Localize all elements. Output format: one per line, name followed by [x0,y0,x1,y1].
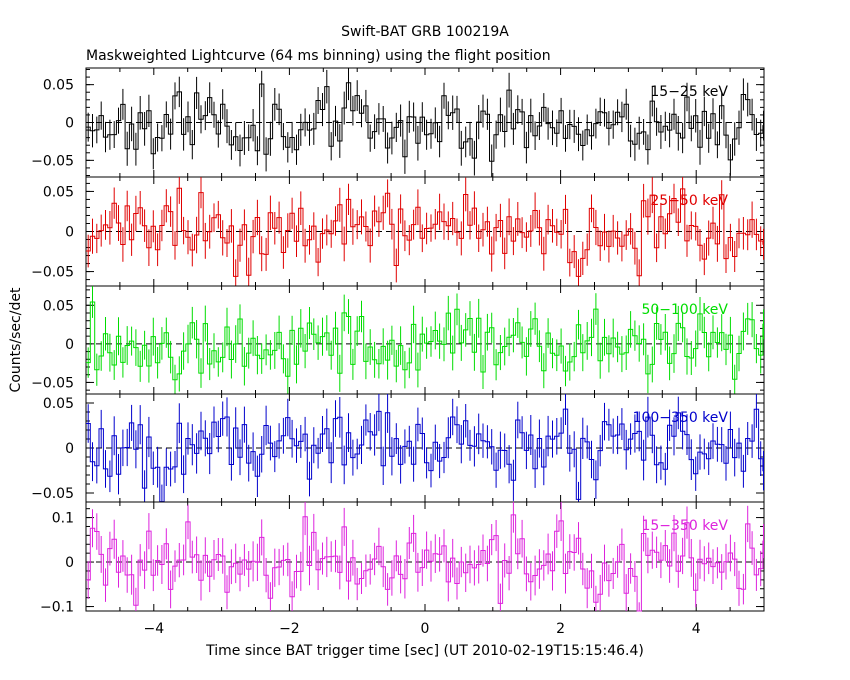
y-axis-label: Counts/sec/det [8,287,24,392]
x-tick-label: 0 [421,621,430,637]
series-label: 25−50 keV [650,193,728,209]
series-label: 50−100 keV [641,302,728,318]
figure-subtitle: Maskweighted Lightcurve (64 ms binning) … [86,48,551,64]
y-tick-label: −0.1 [40,600,74,616]
panel-3: 0.05 0 −0.05 50−100 keV [31,285,765,395]
y-tick-label: 0.05 [43,396,74,412]
panel-5: 0.1 0 −0.1 15−350 keV −4 −2 0 2 4 [40,501,765,637]
x-tick-label: −2 [279,621,300,637]
y-tick-label: −0.05 [31,375,74,391]
y-tick-label: 0 [65,337,74,353]
y-tick-label: −0.05 [31,265,74,281]
y-tick-label: 0 [65,441,74,457]
panel-4: 0.05 0 −0.05 100−350 keV [31,393,765,503]
y-tick-label: 0 [65,555,74,571]
x-tick-label: 2 [556,621,565,637]
series-label: 15−25 keV [650,84,728,100]
y-tick-label: −0.05 [31,153,74,169]
series-line [86,408,764,503]
panel-2: 0.05 0 −0.05 25−50 keV [31,176,765,287]
x-tick-label: −4 [143,621,164,637]
x-tick-label: 4 [692,621,701,637]
series-label: 100−350 keV [633,410,729,426]
y-tick-label: −0.05 [31,486,74,502]
series-line [86,514,764,612]
figure-title: Swift-BAT GRB 100219A [341,24,509,40]
series-line [86,82,764,162]
y-tick-label: 0 [65,225,74,241]
y-tick-label: 0.1 [52,511,74,527]
y-tick-label: 0.05 [43,184,74,200]
y-tick-label: 0.05 [43,298,74,314]
y-tick-label: 0 [65,116,74,132]
series-line [86,187,764,277]
panel-1: 0.05 0 −0.05 15−25 keV [31,67,765,178]
series-label: 15−350 keV [641,518,728,534]
series-line [86,301,764,381]
x-axis-label: Time since BAT trigger time [sec] (UT 20… [205,643,644,659]
y-tick-label: 0.05 [43,78,74,94]
